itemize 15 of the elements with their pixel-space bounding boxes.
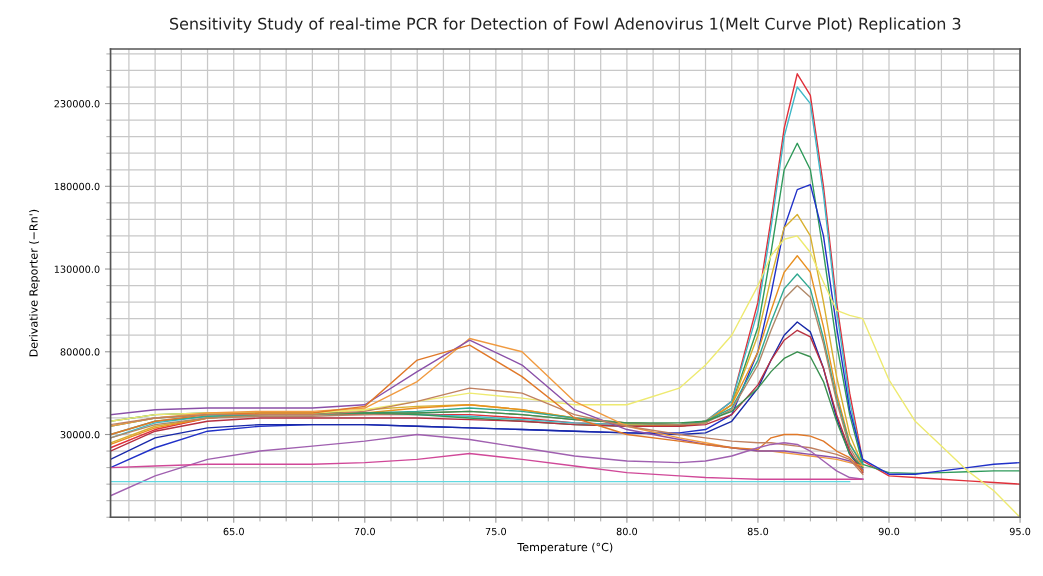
x-tick-label: 75.0 <box>485 527 507 536</box>
y-tick-label: 80000.0 <box>60 348 100 356</box>
x-axis-title: Temperature (°C) <box>517 542 613 554</box>
x-tick-label: 85.0 <box>747 527 769 536</box>
x-tick-label: 70.0 <box>354 527 375 536</box>
x-tick-label: 80.0 <box>616 527 638 536</box>
y-tick-label: 130000.0 <box>54 265 100 273</box>
y-tick-label: 30000.0 <box>60 430 100 439</box>
x-tick-label: 95.0 <box>1009 527 1031 536</box>
x-tick-label: 65.0 <box>223 527 244 536</box>
y-axis-title: Derivative Reporter (−Rn') <box>29 209 40 357</box>
y-tick-label: 180000.0 <box>54 182 100 191</box>
chart-title: Sensitivity Study of real-time PCR for Detection of Fowl Adenovirus 1(Melt Curve Plot) Replication 3 <box>170 17 961 33</box>
y-tick-label: 230000.0 <box>54 100 100 108</box>
x-tick-label: 90.0 <box>878 527 900 536</box>
